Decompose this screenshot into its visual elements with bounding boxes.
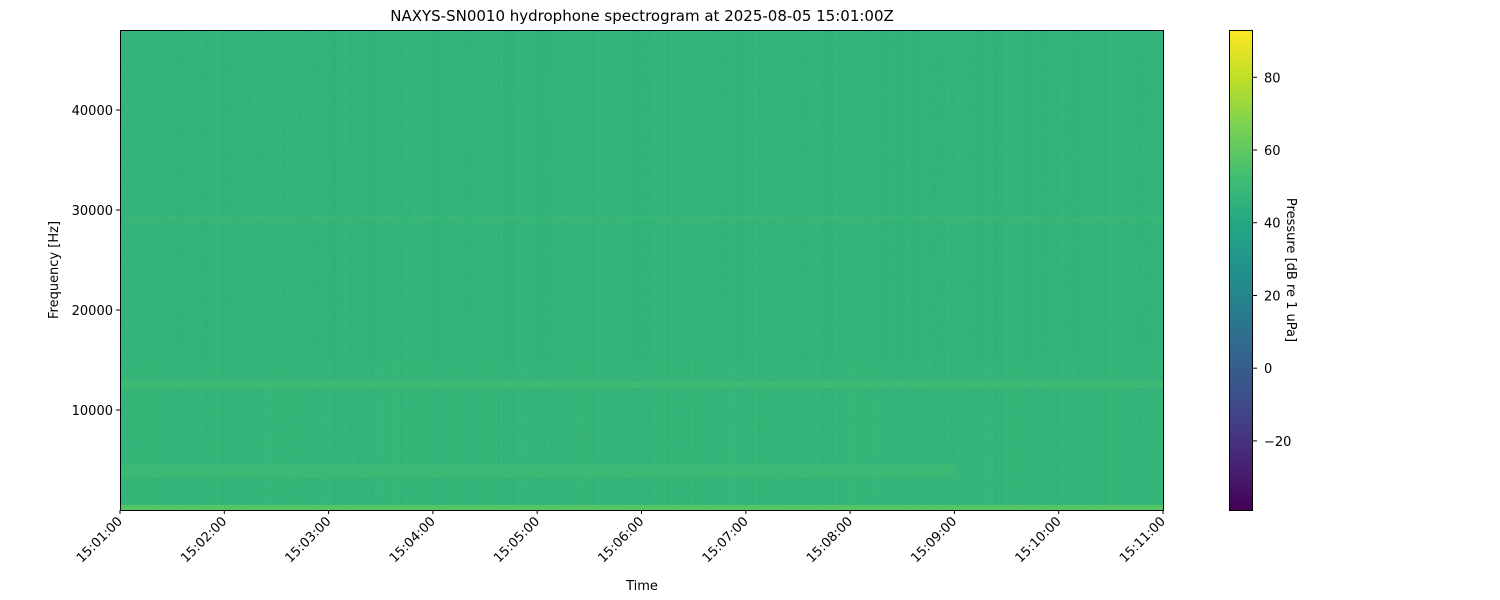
spectral-features bbox=[120, 216, 1163, 510]
x-tick-label: 15:04:00 bbox=[387, 514, 439, 566]
x-axis: 15:01:00 15:02:00 15:03:00 15:04:00 15:05:00… bbox=[74, 510, 1169, 566]
spectral-band bbox=[120, 464, 954, 477]
y-tick-label: 40000 bbox=[72, 104, 113, 119]
spectral-band bbox=[120, 505, 1163, 510]
colorbar-tick-label: −20 bbox=[1264, 435, 1291, 450]
x-tick-label: 15:02:00 bbox=[178, 514, 230, 566]
colorbar bbox=[1229, 30, 1253, 511]
colorbar-label: Pressure [dB re 1 uPa] bbox=[1283, 198, 1298, 342]
colorbar-tick-label: 60 bbox=[1264, 144, 1281, 159]
x-tick-label: 15:07:00 bbox=[700, 514, 752, 566]
x-tick-label: 15:01:00 bbox=[74, 514, 126, 566]
colorbar-tick-label: 40 bbox=[1264, 217, 1281, 232]
spectrogram-image bbox=[120, 30, 1163, 510]
spectral-band bbox=[120, 216, 1163, 221]
y-tick-label: 30000 bbox=[72, 204, 113, 219]
x-axis-label: Time bbox=[625, 579, 658, 594]
colorbar-tick-label: 80 bbox=[1264, 71, 1281, 86]
x-tick-label: 15:03:00 bbox=[283, 514, 335, 566]
x-tick-label: 15:06:00 bbox=[595, 514, 647, 566]
x-tick-label: 15:11:00 bbox=[1117, 514, 1169, 566]
y-tick-label: 10000 bbox=[72, 404, 113, 419]
x-tick-label: 15:10:00 bbox=[1013, 514, 1065, 566]
x-tick-label: 15:08:00 bbox=[804, 514, 856, 566]
plot-frame bbox=[120, 30, 1164, 511]
y-tick-label: 20000 bbox=[72, 304, 113, 319]
x-tick-label: 15:05:00 bbox=[491, 514, 543, 566]
y-axis: 10000 20000 30000 40000 bbox=[72, 104, 120, 419]
chart-title: NAXYS-SN0010 hydrophone spectrogram at 2… bbox=[390, 7, 894, 25]
y-axis-label: Frequency [Hz] bbox=[47, 221, 62, 319]
colorbar-tick-label: 0 bbox=[1264, 362, 1272, 377]
x-tick-label: 15:09:00 bbox=[908, 514, 960, 566]
spectral-band bbox=[120, 381, 1163, 387]
colorbar-tick-label: 20 bbox=[1264, 289, 1281, 304]
colorbar-axis: −20 0 20 40 60 80 bbox=[1253, 71, 1291, 450]
